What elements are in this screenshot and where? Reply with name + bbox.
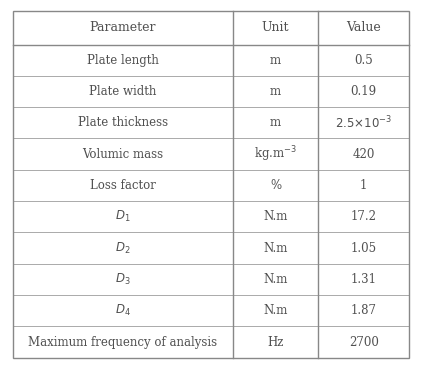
Text: Plate thickness: Plate thickness <box>78 116 168 129</box>
Text: Unit: Unit <box>262 21 289 34</box>
Text: m: m <box>270 116 281 129</box>
Text: Hz: Hz <box>267 335 284 349</box>
Text: m: m <box>270 85 281 98</box>
Text: 1: 1 <box>360 179 368 192</box>
Text: 1.31: 1.31 <box>351 273 377 286</box>
Text: kg.m$^{-3}$: kg.m$^{-3}$ <box>254 144 297 164</box>
Text: Value: Value <box>346 21 381 34</box>
Text: N.m: N.m <box>263 210 288 223</box>
Text: %: % <box>270 179 281 192</box>
Text: Plate length: Plate length <box>87 54 159 67</box>
Text: Volumic mass: Volumic mass <box>82 148 163 161</box>
Text: $D_2$: $D_2$ <box>115 241 130 256</box>
Text: 1.87: 1.87 <box>351 304 377 317</box>
Text: 1.05: 1.05 <box>351 242 377 255</box>
Text: 2700: 2700 <box>349 335 379 349</box>
Text: N.m: N.m <box>263 273 288 286</box>
Text: Plate width: Plate width <box>89 85 157 98</box>
Text: Loss factor: Loss factor <box>90 179 156 192</box>
Text: $D_4$: $D_4$ <box>115 303 131 318</box>
Text: N.m: N.m <box>263 304 288 317</box>
Text: Parameter: Parameter <box>89 21 156 34</box>
Text: m: m <box>270 54 281 67</box>
Text: 0.19: 0.19 <box>351 85 377 98</box>
Text: $D_3$: $D_3$ <box>115 272 130 287</box>
Text: $2.5{\times}10^{-3}$: $2.5{\times}10^{-3}$ <box>335 115 392 131</box>
Text: $D_1$: $D_1$ <box>115 209 130 224</box>
Text: N.m: N.m <box>263 242 288 255</box>
Text: 0.5: 0.5 <box>354 54 373 67</box>
Text: 17.2: 17.2 <box>351 210 377 223</box>
Text: 420: 420 <box>352 148 375 161</box>
Text: Maximum frequency of analysis: Maximum frequency of analysis <box>28 335 217 349</box>
